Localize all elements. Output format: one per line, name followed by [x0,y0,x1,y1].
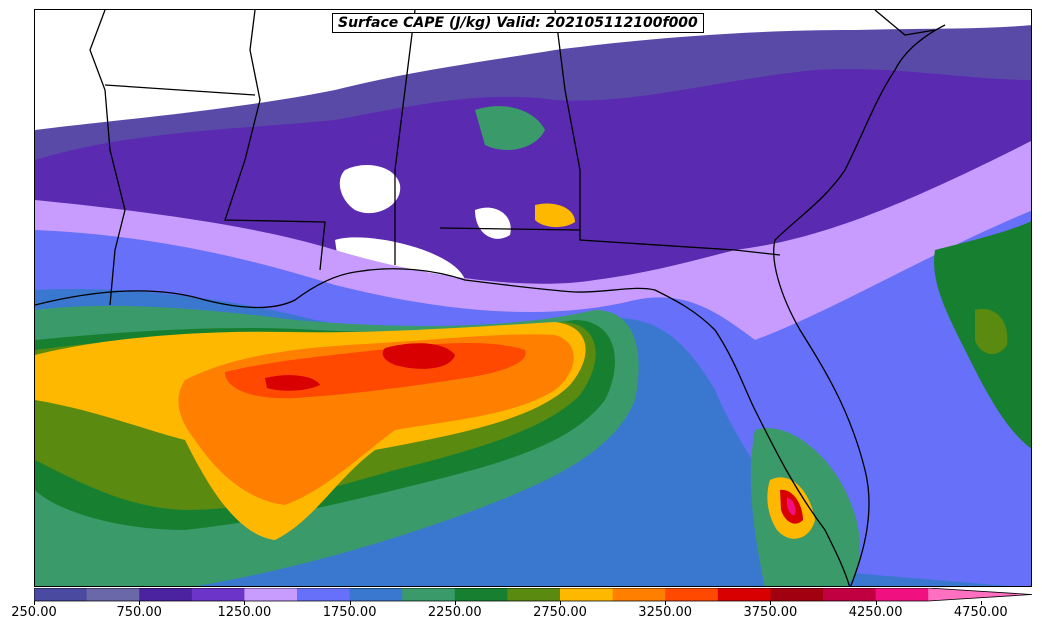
inland-green-patches [475,106,545,150]
colorbar-tick-mark [454,601,456,605]
colorbar-segment [507,588,561,601]
state-border [874,10,936,36]
colorbar-segment [612,588,666,601]
cape-map [34,9,1032,587]
state-border [439,227,581,231]
colorbar-tick-mark [770,601,772,605]
colorbar-tick-mark [139,601,141,605]
state-border [104,84,256,96]
colorbar-segment [717,588,771,601]
colorbar-tick-mark [875,601,877,605]
state-border [224,10,326,271]
colorbar-tick-mark [665,601,667,605]
state-border [554,10,781,256]
colorbar-segment [402,588,456,601]
colorbar-segment [349,588,403,601]
colorbar-tick-label: 1750.00 [322,605,377,620]
colorbar-segment [770,588,824,601]
colorbar-segment [560,588,614,601]
colorbar-tick-label: 3750.00 [743,605,798,620]
colorbar-tick-label: 1250.00 [217,605,272,620]
colorbar-tick-label: 4750.00 [953,605,1008,620]
colorbar-tick-mark [980,601,982,605]
atlantic-olive-area [975,309,1008,355]
state-border [89,10,126,306]
cape-band-red [382,343,455,369]
colorbar-segment [86,588,140,601]
colorbar-segment [297,588,351,601]
colorbar-segment [875,588,929,601]
colorbar-tick-mark [34,601,35,605]
atlantic-coastline [773,24,946,586]
colorbar-segment [191,588,245,601]
colorbar-tick-mark [560,601,561,605]
colorbar-tick-label: 250.00 [11,605,57,620]
colorbar-tick-label: 4250.00 [848,605,903,620]
florida-cape-core [786,498,796,516]
colorbar-segment [34,588,88,601]
colorbar-outline [34,588,1033,602]
cape-band-red [265,375,320,391]
low-cape-area [475,207,511,239]
colorbar-segment [244,588,298,601]
inland-yellow-patches [535,203,575,228]
gulf-coastline [35,268,851,586]
colorbar-segment [665,588,719,601]
colorbar-tick-label: 750.00 [116,605,162,620]
map-title: Surface CAPE (J/kg) Valid: 202105112100f… [332,13,704,33]
colorbar-segment [454,588,508,601]
state-border [394,10,416,265]
colorbar-tick-label: 3250.00 [638,605,693,620]
colorbar [34,588,1033,602]
colorbar-tick-mark [244,601,246,605]
colorbar-segment [823,588,877,601]
cape-field [35,10,1031,586]
colorbar-segment [139,588,193,601]
low-cape-area [339,165,401,214]
colorbar-tick-label: 2750.00 [533,605,587,620]
colorbar-tick-mark [349,601,351,605]
colorbar-tick-label: 2250.00 [427,605,482,620]
colorbar-extend-arrow [928,588,1032,601]
map-borders [35,10,946,586]
